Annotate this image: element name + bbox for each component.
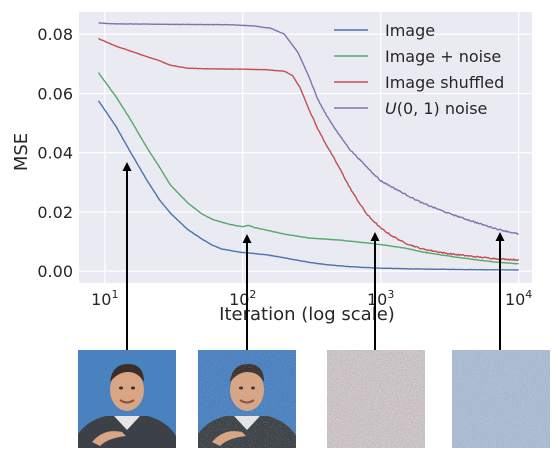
- legend-entry: Image: [385, 21, 435, 40]
- thumb-image-noise: [198, 350, 296, 448]
- x-tick-exponent: 4: [525, 288, 532, 301]
- thumb-uniform-noise: [452, 350, 550, 448]
- legend-entry-label: Image shuffled: [385, 73, 504, 92]
- y-tick-label: 0.06: [37, 84, 73, 103]
- legend-entry: Image + noise: [385, 47, 501, 66]
- x-tick-exponent: 1: [111, 288, 118, 301]
- y-tick-label: 0.00: [37, 262, 73, 281]
- legend-entry-label: Image + noise: [385, 47, 501, 66]
- y-tick-label: 0.08: [37, 25, 73, 44]
- series-line: [97, 100, 519, 271]
- series-line: [98, 22, 519, 236]
- legend: Image Image + noise Image shuffled U(0, 1) …: [334, 21, 504, 118]
- x-tick-exponent: 3: [387, 288, 394, 301]
- legend-entry-label: Image: [385, 21, 435, 40]
- thumb-image: [78, 350, 176, 448]
- shuffled-image: [327, 350, 425, 448]
- x-tick-exponent: 2: [249, 288, 256, 301]
- noisy-portrait-image: [198, 350, 296, 448]
- x-tick-label: 102: [229, 288, 256, 309]
- grid-lines: [79, 12, 532, 283]
- series-lines: [97, 22, 520, 271]
- y-tick-labels: 0.00 0.02 0.04 0.06 0.08: [37, 25, 73, 281]
- arrow-head: [242, 234, 252, 243]
- x-tick-labels: 101 102 103 104: [91, 288, 532, 309]
- legend-entry: U(0, 1) noise: [385, 99, 487, 118]
- series-line: [97, 72, 519, 265]
- uniform-noise-image: [452, 350, 550, 448]
- x-tick-label: 104: [505, 288, 532, 309]
- portrait-image: [78, 350, 176, 448]
- x-tick-base: 10: [91, 290, 111, 309]
- series-line: [98, 37, 520, 262]
- x-tick-label: 103: [367, 288, 394, 309]
- legend-entry: Image shuffled: [385, 73, 504, 92]
- legend-entry-args: (0, 1): [397, 99, 440, 118]
- arrow-head: [370, 232, 380, 241]
- x-tick-base: 10: [505, 290, 525, 309]
- arrows: [122, 162, 505, 350]
- y-tick-label: 0.04: [37, 144, 73, 163]
- thumb-image-shuffled: [327, 350, 425, 448]
- x-tick-label: 101: [91, 288, 118, 309]
- y-tick-label: 0.02: [37, 203, 73, 222]
- arrow-head: [122, 162, 132, 171]
- y-axis-label: MSE: [11, 133, 32, 171]
- x-axis-label: Iteration (log scale): [219, 304, 395, 325]
- legend-entry-rest: noise: [440, 99, 488, 118]
- legend-entry-var: U: [385, 99, 397, 118]
- x-tick-base: 10: [367, 290, 387, 309]
- x-tick-base: 10: [229, 290, 249, 309]
- arrow-head: [495, 232, 505, 241]
